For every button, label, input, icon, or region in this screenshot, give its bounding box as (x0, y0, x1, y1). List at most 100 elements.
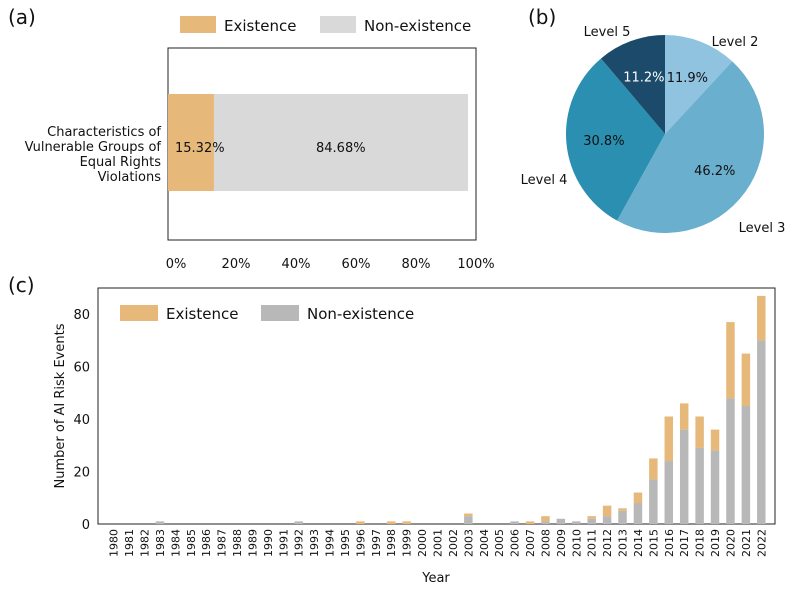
x-tick-label: 2020 (724, 529, 737, 557)
bar-non-existence-2014 (633, 503, 643, 524)
x-tick-label: 2010 (570, 529, 583, 557)
bar-non-existence-2017 (679, 429, 689, 524)
x-tick-label: 1995 (339, 529, 352, 557)
x-tick-label: 1987 (216, 529, 229, 557)
bar-non-existence-1983 (155, 521, 165, 524)
x-tick-label: 2017 (678, 529, 691, 557)
x-tick-label: 1990 (262, 529, 275, 557)
x-tick-label: 2001 (432, 529, 445, 557)
panel-a-legend: Existence Non-existence (180, 16, 471, 35)
x-tick-label: 60% (342, 257, 371, 272)
x-tick-label: 1984 (169, 529, 182, 557)
x-tick-label: 2013 (617, 529, 630, 557)
category-line-1: Characteristics of (47, 125, 161, 140)
panel-a-x-ticks: 0% 20% 40% 60% 80% 100% (166, 257, 495, 272)
pie-slice-level-4 (566, 58, 665, 221)
x-tick-label: 1981 (123, 529, 136, 557)
bar-non-existence-2003 (464, 516, 473, 524)
y-axis-title: Number of AI Risk Events (53, 323, 68, 488)
bar-non-existence-1992 (294, 521, 303, 524)
panel-c: (c) Existence Non-existence 0 20 40 60 80 19… (8, 273, 776, 586)
bar-existence-2020 (726, 322, 735, 399)
panel-c-x-ticks: 1980 1981 1982 1983 1984 1985 1986 1987 1988 1989… (108, 529, 769, 557)
panel-c-plot-frame (97, 287, 776, 525)
legend-a-existence-label: Existence (224, 17, 296, 35)
panel-a: (a) Existence Non-existence 15.32% 84.68… (8, 5, 495, 272)
panel-b: (b) 11.9% Level 2 46.2% Level 3 30.8% Level 4… (521, 5, 786, 236)
x-tick-label: 1985 (185, 529, 198, 557)
bar-existence-1996 (356, 521, 365, 524)
pie-slice-percent-label: 30.8% (583, 134, 624, 149)
x-tick-label: 80% (402, 257, 431, 272)
bar-existence-2019 (710, 429, 720, 451)
x-tick-label: 2015 (647, 529, 660, 557)
bar-existence-1998 (387, 521, 396, 524)
x-tick-label: 1983 (154, 529, 167, 557)
bar-non-existence-2008 (541, 521, 550, 524)
bar-existence-2016 (664, 416, 674, 462)
x-tick-label: 2021 (740, 529, 753, 557)
pie-slice-name-label: Level 3 (739, 221, 786, 236)
legend-a-existence-swatch (180, 16, 216, 33)
bar-existence-2008 (541, 516, 550, 522)
panel-a-category-label: Characteristics of Vulnerable Groups of … (25, 125, 162, 185)
x-tick-label: 2018 (694, 529, 707, 557)
bar-existence-2017 (679, 403, 689, 430)
y-tick-label: 20 (73, 466, 90, 481)
x-tick-label: 100% (457, 257, 494, 272)
pie-slice-level-3 (617, 61, 765, 234)
x-tick-label: 2004 (478, 529, 491, 557)
x-tick-label: 1982 (139, 529, 152, 557)
x-tick-label: 2019 (709, 529, 722, 557)
bar-existence-2003 (464, 513, 473, 517)
x-axis-title: Year (421, 571, 450, 586)
panel-c-legend: Existence Non-existence (120, 305, 414, 323)
x-tick-label: 2008 (539, 529, 552, 557)
y-tick-label: 40 (73, 413, 90, 428)
x-tick-label: 2009 (555, 529, 568, 557)
x-tick-label: 1998 (385, 529, 398, 557)
x-tick-label: 2005 (493, 529, 506, 557)
bar-existence-data-label: 15.32% (175, 141, 225, 156)
panel-c-y-ticks: 0 20 40 60 80 (73, 308, 90, 533)
bar-existence-2011 (587, 516, 596, 519)
bar-non-existence-2009 (556, 518, 566, 524)
legend-c-existence-label: Existence (166, 305, 238, 323)
pie-slice-name-label: Level 4 (521, 173, 568, 188)
x-tick-label: 2014 (632, 529, 645, 557)
x-tick-label: 20% (222, 257, 251, 272)
bar-existence-2012 (602, 505, 612, 517)
pie-slice-name-label: Level 5 (584, 25, 631, 40)
x-tick-label: 1993 (308, 529, 321, 557)
x-tick-label: 2006 (509, 529, 522, 557)
x-tick-label: 0% (166, 257, 187, 272)
bar-non-existence-2021 (741, 406, 751, 524)
panel-c-label: (c) (8, 273, 35, 297)
y-tick-label: 80 (73, 308, 90, 323)
bar-existence-2022 (757, 295, 766, 341)
x-tick-label: 2003 (462, 529, 475, 557)
pie-slice-level-5 (600, 35, 665, 134)
bar-existence-2013 (618, 508, 627, 511)
x-tick-label: 1997 (370, 529, 383, 557)
panel-c-bars (155, 295, 766, 524)
x-tick-label: 1988 (231, 529, 244, 557)
bar-non-existence-2006 (510, 521, 519, 524)
x-tick-label: 1991 (277, 529, 290, 557)
bar-non-existence-2010 (572, 521, 581, 524)
x-tick-label: 1996 (354, 529, 367, 557)
x-tick-label: 2002 (447, 529, 460, 557)
x-tick-label: 1980 (108, 529, 121, 557)
x-tick-label: 2000 (416, 529, 429, 557)
pie-slice-percent-label: 11.9% (667, 71, 708, 86)
x-tick-label: 2016 (663, 529, 676, 557)
x-tick-label: 2022 (755, 529, 768, 557)
pie-slice-level-2 (665, 35, 733, 134)
bar-existence-1999 (402, 521, 411, 524)
bar-non-existence-2011 (587, 518, 596, 524)
bar-non-existence-data-label: 84.68% (316, 141, 366, 156)
category-line-3: Equal Rights (80, 155, 162, 170)
bar-existence-2018 (695, 416, 704, 448)
pie-chart: 11.9% Level 2 46.2% Level 3 30.8% Level 4 11.2… (521, 25, 786, 236)
x-tick-label: 2007 (524, 529, 537, 557)
